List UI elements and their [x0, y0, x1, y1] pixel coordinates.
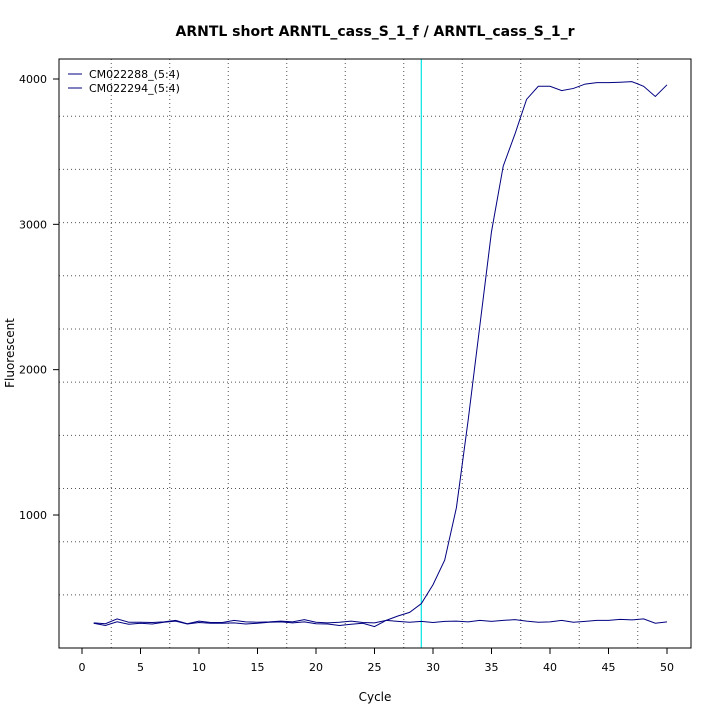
x-tick-label: 50: [660, 661, 674, 674]
x-tick-label: 35: [485, 661, 499, 674]
x-tick-label: 20: [309, 661, 323, 674]
legend-label: CM022294_(5:4): [89, 82, 180, 95]
x-axis: 0 5 10 15 20 25 30 35 40 45 50: [79, 647, 674, 674]
x-tick-label: 25: [368, 661, 382, 674]
y-axis: 1000 2000 3000 4000: [19, 73, 60, 522]
grid: [59, 59, 691, 648]
y-tick-label: 3000: [19, 218, 47, 231]
x-tick-label: 45: [602, 661, 616, 674]
y-tick-label: 1000: [19, 509, 47, 522]
legend: CM022288_(5:4)CM022294_(5:4): [68, 68, 180, 95]
legend-label: CM022288_(5:4): [89, 68, 180, 81]
series-group: [93, 81, 668, 628]
x-tick-label: 15: [251, 661, 265, 674]
x-axis-label: Cycle: [359, 690, 392, 704]
plot-frame: [58, 58, 692, 649]
y-tick-label: 4000: [19, 73, 47, 86]
series-line-1: [93, 81, 668, 628]
chart-title: ARNTL short ARNTL_cass_S_1_f / ARNTL_cas…: [176, 24, 575, 40]
series-line-2: [93, 618, 668, 625]
x-tick-label: 10: [192, 661, 206, 674]
x-tick-label: 0: [79, 661, 86, 674]
x-tick-label: 30: [426, 661, 440, 674]
y-tick-label: 2000: [19, 364, 47, 377]
y-axis-label: Fluorescent: [3, 318, 17, 388]
x-tick-label: 40: [543, 661, 557, 674]
x-tick-label: 5: [137, 661, 144, 674]
